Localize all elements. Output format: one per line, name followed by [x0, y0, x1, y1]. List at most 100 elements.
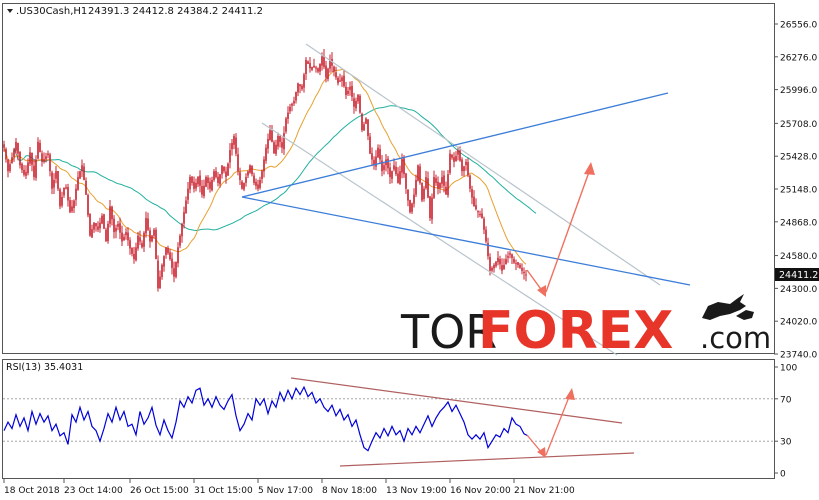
candle-body — [355, 100, 357, 109]
candle-body — [447, 174, 449, 196]
rsi-label: RSI(13) 35.4031 — [6, 362, 83, 373]
candle-body — [389, 167, 391, 178]
candle-body — [13, 149, 15, 158]
candle-body — [165, 247, 167, 255]
candle-body — [399, 171, 401, 184]
candle-body — [301, 85, 303, 90]
candle-body — [53, 179, 55, 188]
candle-body — [427, 178, 429, 198]
trendline-upper[interactable] — [241, 92, 669, 198]
candle-body — [491, 267, 493, 271]
channel-lower-line[interactable] — [261, 122, 618, 356]
ma-slow-line — [13, 105, 537, 232]
candle-body — [155, 229, 157, 260]
candle-body — [383, 165, 385, 170]
candle-body — [365, 118, 367, 124]
candle-body — [259, 179, 261, 188]
candle-body — [287, 112, 289, 119]
rsi-trendline-lower[interactable] — [339, 452, 635, 467]
candle-body — [377, 147, 379, 158]
time-tick-label: 23 Oct 14:00 — [64, 486, 123, 496]
price-tick-label: 23740.0 — [780, 351, 817, 361]
candle-body — [299, 84, 301, 87]
candle-body — [149, 230, 151, 242]
price-tick-label: 25708.0 — [780, 120, 817, 130]
candle-body — [487, 243, 489, 257]
candle-body — [505, 259, 507, 265]
candle-body — [507, 256, 509, 258]
candle-body — [481, 213, 483, 219]
candle-body — [199, 175, 201, 186]
candle-body — [239, 172, 241, 180]
candle-body — [257, 184, 259, 189]
candle-body — [309, 63, 311, 69]
candle-body — [369, 136, 371, 154]
candle-body — [443, 175, 445, 186]
candle-body — [195, 182, 197, 189]
candle-body — [477, 210, 479, 213]
candle-body — [485, 229, 487, 242]
candle-body — [475, 205, 477, 210]
ohlc-label: 24391.3 24412.8 24384.2 24411.2 — [88, 6, 263, 17]
candle-body — [513, 258, 515, 263]
candle-body — [233, 136, 235, 145]
candle-body — [337, 77, 339, 84]
candle-body — [465, 161, 467, 166]
dropdown-triangle-icon[interactable] — [7, 9, 13, 13]
candle-body — [483, 218, 485, 230]
trendline-lower[interactable] — [241, 196, 691, 286]
candle-body — [265, 147, 267, 161]
candle-body — [419, 166, 421, 183]
bull-bear-icon — [702, 294, 754, 320]
candle-body — [525, 274, 527, 276]
candle-body — [185, 200, 187, 213]
candle-body — [43, 159, 45, 162]
price-tick-label: 24580.0 — [780, 252, 817, 262]
price-tick-label: 25148.0 — [780, 186, 817, 196]
candle-body — [163, 256, 165, 267]
candle-body — [459, 150, 461, 161]
candle-body — [345, 86, 347, 96]
candle-body — [173, 268, 175, 277]
candle-body — [357, 95, 359, 102]
candle-body — [213, 171, 215, 181]
candle-body — [25, 172, 27, 176]
rsi-trendline-upper[interactable] — [290, 377, 623, 424]
candle-body — [29, 152, 31, 164]
candle-body — [423, 188, 425, 199]
candle-body — [161, 264, 163, 277]
candle-body — [115, 228, 117, 232]
price-pane-border — [2, 3, 775, 354]
candle-body — [221, 165, 223, 175]
time-tick-label: 21 Nov 21:00 — [514, 486, 575, 496]
channel-upper-line[interactable] — [305, 43, 661, 286]
candle-body — [461, 159, 463, 172]
candle-body — [405, 173, 407, 189]
candle-body — [381, 160, 383, 172]
candle-body — [49, 154, 51, 172]
candle-body — [79, 171, 81, 179]
candle-body — [143, 232, 145, 247]
candle-body — [349, 86, 351, 90]
candle-body — [363, 124, 365, 131]
candle-body — [9, 164, 11, 171]
price-tick-label: 24020.0 — [780, 318, 817, 328]
candle-body — [117, 223, 119, 227]
candle-body — [175, 262, 177, 277]
candle-body — [215, 171, 217, 178]
candle-body — [453, 157, 455, 162]
candle-body — [305, 59, 307, 75]
candle-body — [123, 236, 125, 241]
time-tick-label: 31 Oct 15:00 — [194, 486, 253, 496]
candle-body — [455, 155, 457, 161]
candle-body — [263, 159, 265, 172]
candle-body — [105, 229, 107, 242]
candle-body — [509, 253, 511, 255]
candle-body — [469, 175, 471, 189]
rsi-line — [3, 385, 529, 452]
candle-body — [99, 222, 101, 229]
candle-body — [17, 143, 19, 154]
candle-body — [499, 259, 501, 265]
candle-body — [417, 165, 419, 181]
